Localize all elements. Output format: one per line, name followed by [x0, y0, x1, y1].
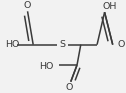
Text: HO: HO — [5, 40, 19, 49]
Text: HO: HO — [39, 62, 53, 71]
Text: O: O — [24, 1, 31, 10]
Text: O: O — [118, 40, 125, 49]
Text: S: S — [60, 40, 66, 49]
Text: OH: OH — [103, 2, 117, 11]
Text: O: O — [65, 83, 73, 92]
